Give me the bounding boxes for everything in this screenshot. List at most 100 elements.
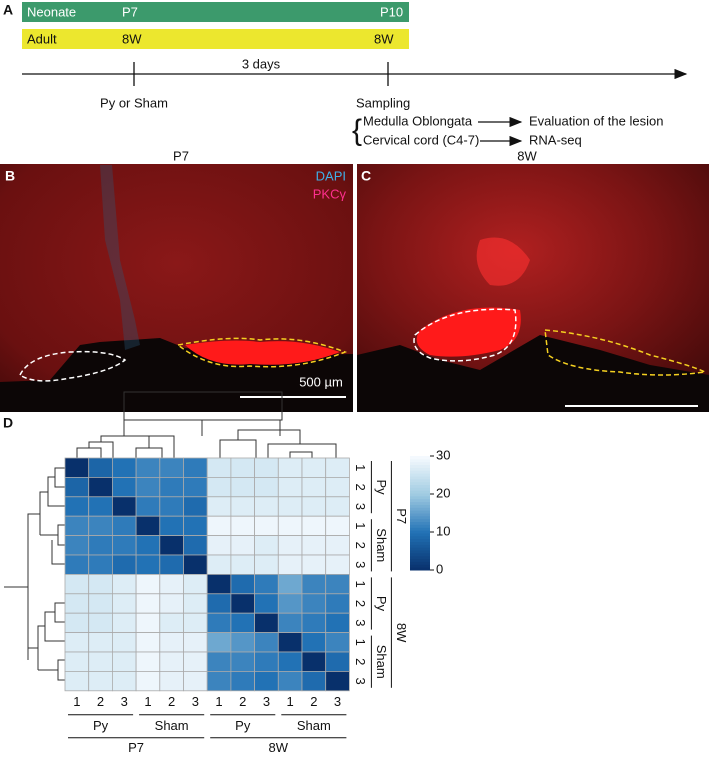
heatmap-cell <box>230 496 255 517</box>
row-group-label: Py <box>374 596 389 612</box>
row-dendrogram <box>4 467 65 681</box>
heatmap-cell <box>277 632 303 653</box>
heatmap-cell <box>277 496 303 517</box>
panel-c: 8W C <box>357 148 709 412</box>
colorbar-tick-label: 10 <box>436 523 450 538</box>
heatmap-cell <box>88 496 113 517</box>
heatmap-cell <box>301 593 327 614</box>
interval: 3 days <box>242 56 281 71</box>
heatmap-cell <box>254 535 279 556</box>
heatmap-cell <box>88 554 113 575</box>
row-name: Neonate <box>27 4 76 19</box>
heatmap-cell <box>64 651 90 672</box>
heatmap-cell <box>230 574 255 595</box>
row-start: 8W <box>122 31 142 46</box>
colorbar-segment <box>410 470 430 474</box>
heatmap-cell <box>277 671 303 692</box>
row-label: 3 <box>353 503 368 510</box>
panel-label: D <box>3 415 13 431</box>
heatmap-cell <box>135 671 161 692</box>
heatmap-cell <box>183 515 208 537</box>
heatmap-cell <box>277 535 303 556</box>
heatmap-cell <box>230 476 255 498</box>
heatmap-cell <box>88 535 113 556</box>
heatmap-cell <box>112 651 137 672</box>
heatmap-cell <box>135 632 161 653</box>
heatmap-cell <box>325 515 350 537</box>
row-label: 1 <box>353 464 368 471</box>
colorbar-segment <box>410 484 430 488</box>
heatmap-cell <box>301 612 327 634</box>
stain-label: PKCγ <box>313 186 347 201</box>
heatmap-cell <box>88 457 113 478</box>
scale-bar-label: 500 µm <box>299 374 343 389</box>
colorbar-segment <box>410 550 430 554</box>
heatmap-cell <box>183 554 208 575</box>
heatmap-cell <box>301 457 327 478</box>
heatmap-cell <box>230 515 255 537</box>
heatmap-cell <box>159 476 184 498</box>
heatmap-cell <box>325 671 350 692</box>
heatmap-cell <box>254 574 279 595</box>
colorbar-segment <box>410 527 430 531</box>
colorbar-segment <box>410 521 430 525</box>
column-group-label: Sham <box>155 718 189 733</box>
colorbar-tick-label: 20 <box>436 485 450 500</box>
panel-a: A Neonate P7 P10 Adult 8W 8W 3 days Py o… <box>3 2 688 147</box>
heatmap-cell <box>135 612 161 634</box>
heatmap-cell <box>230 593 255 614</box>
heatmap-cell <box>325 496 350 517</box>
midline-signal <box>100 165 140 350</box>
heatmap-cell <box>159 632 184 653</box>
heatmap-cell <box>112 671 137 692</box>
heatmap-cell <box>64 457 90 478</box>
tissue: Cervical cord (C4-7) <box>363 132 479 147</box>
colorbar-segment <box>410 552 430 557</box>
colorbar-segment <box>410 495 430 500</box>
heatmap-cell <box>88 593 113 614</box>
column-group-label: P7 <box>128 740 144 755</box>
heatmap-cell <box>277 554 303 575</box>
heatmap-cell <box>230 612 255 634</box>
heatmap-cell <box>230 535 255 556</box>
column-label: 1 <box>144 694 151 709</box>
heatmap-cell <box>183 593 208 614</box>
heatmap-cell <box>230 651 255 672</box>
colorbar-segment <box>410 538 430 542</box>
heatmap-cell <box>112 476 137 498</box>
heatmap-cell <box>254 457 279 478</box>
heatmap-cell <box>206 457 232 478</box>
heatmap-cell <box>112 535 137 556</box>
heatmap-cell <box>64 476 90 498</box>
heatmap-cell <box>206 651 232 672</box>
row-label: 3 <box>353 619 368 626</box>
heatmap-cell <box>112 612 137 634</box>
heatmap-cell <box>183 457 208 478</box>
colorbar-segment <box>410 558 430 562</box>
heatmap-cell <box>64 574 90 595</box>
heatmap-cell <box>88 476 113 498</box>
heatmap-cell <box>64 554 90 575</box>
row-label: 1 <box>353 580 368 587</box>
heatmap: 112233PyPy112233ShamShamP7P7112233PyPy11… <box>64 447 450 755</box>
colorbar-segment <box>410 518 430 523</box>
heatmap-cell <box>112 574 137 595</box>
column-dendrogram <box>76 391 337 458</box>
panel-label: A <box>3 2 13 18</box>
colorbar-segment <box>410 524 430 528</box>
colorbar-segment <box>410 501 430 505</box>
heatmap-cell <box>301 515 327 537</box>
heatmap-cell <box>301 476 327 498</box>
heatmap-cell <box>254 632 279 653</box>
heatmap-cell <box>277 651 303 672</box>
heatmap-cell <box>64 632 90 653</box>
colorbar-segment <box>410 513 430 517</box>
row-label: 3 <box>353 561 368 568</box>
heatmap-cell <box>159 457 184 478</box>
heatmap-cell <box>64 612 90 634</box>
intact-outline <box>544 329 708 376</box>
heatmap-cell <box>159 574 184 595</box>
heatmap-cell <box>135 476 161 498</box>
heatmap-cell <box>325 476 350 498</box>
row-label: 2 <box>353 658 368 665</box>
